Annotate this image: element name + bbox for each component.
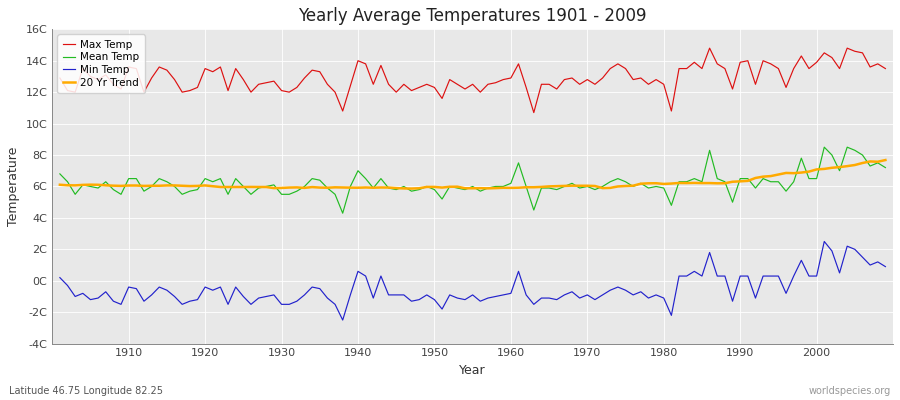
Mean Temp [819,145,830,150]
X-axis label: Year: Year [459,364,486,377]
Min Temp [605,288,616,292]
20 Yr Trend [55,182,66,187]
Mean Temp [880,165,891,170]
Mean Temp [506,181,517,186]
Mean Temp [605,179,616,184]
20 Yr Trend [115,184,126,188]
Line: 20 Yr Trend: 20 Yr Trend [60,160,886,188]
Mean Temp [55,172,66,176]
20 Yr Trend [406,186,417,191]
20 Yr Trend [284,185,294,190]
Line: Mean Temp: Mean Temp [60,147,886,213]
Min Temp [338,318,348,322]
Max Temp [704,46,715,50]
Mean Temp [338,211,348,216]
Max Temp [880,66,891,71]
20 Yr Trend [513,185,524,190]
Text: Latitude 46.75 Longitude 82.25: Latitude 46.75 Longitude 82.25 [9,386,163,396]
Min Temp [115,302,126,307]
Max Temp [605,66,616,71]
Min Temp [284,302,294,307]
Max Temp [528,110,539,115]
Min Temp [819,239,830,244]
Max Temp [329,90,340,94]
Mean Temp [329,192,340,197]
Line: Min Temp: Min Temp [60,242,886,320]
Max Temp [284,90,294,94]
Max Temp [498,77,508,82]
Line: Max Temp: Max Temp [60,48,886,112]
20 Yr Trend [605,186,616,190]
Min Temp [506,291,517,296]
Y-axis label: Temperature: Temperature [7,147,20,226]
20 Yr Trend [329,185,340,190]
Mean Temp [115,192,126,197]
Max Temp [55,76,66,80]
Min Temp [329,302,340,307]
20 Yr Trend [880,158,891,162]
Legend: Max Temp, Mean Temp, Min Temp, 20 Yr Trend: Max Temp, Mean Temp, Min Temp, 20 Yr Tre… [58,34,145,93]
Min Temp [880,264,891,269]
Min Temp [55,275,66,280]
Min Temp [513,269,524,274]
20 Yr Trend [506,186,517,190]
Text: worldspecies.org: worldspecies.org [809,386,891,396]
Title: Yearly Average Temperatures 1901 - 2009: Yearly Average Temperatures 1901 - 2009 [299,7,647,25]
Mean Temp [513,160,524,165]
Max Temp [115,87,126,92]
Mean Temp [284,192,294,197]
Max Temp [506,76,517,80]
